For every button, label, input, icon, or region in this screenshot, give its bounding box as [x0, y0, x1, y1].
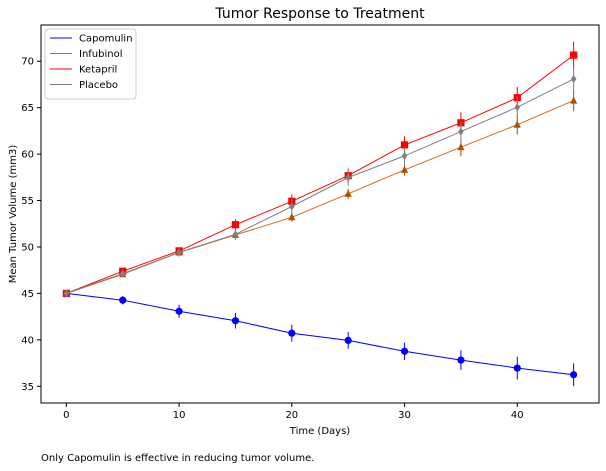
x-tick-label: 40 — [511, 410, 524, 421]
infubinol-point — [513, 120, 521, 128]
placebo-point — [570, 75, 577, 84]
ketapril-point — [570, 51, 578, 59]
ketapril-point — [231, 221, 240, 229]
y-tick-label: 60 — [21, 150, 34, 161]
y-tick-label: 40 — [21, 335, 34, 346]
capomulin-point — [119, 296, 127, 304]
legend-label-ketapril: Ketapril — [79, 65, 117, 76]
ketapril-line — [66, 54, 574, 294]
placebo-point — [458, 127, 464, 136]
y-tick-label: 55 — [21, 196, 34, 207]
capomulin-point — [175, 307, 183, 315]
placebo-point — [514, 103, 521, 112]
ketapril-series — [62, 41, 578, 298]
placebo-point — [289, 202, 295, 211]
infubinol-point — [400, 165, 409, 173]
placebo-point — [345, 173, 351, 182]
plot-frame — [40, 24, 600, 404]
y-tick-label: 50 — [21, 242, 34, 253]
x-tick-label: 0 — [63, 410, 69, 421]
capomulin-point — [400, 347, 409, 355]
capomulin-point — [570, 371, 578, 379]
legend-label-placebo: Placebo — [79, 80, 118, 91]
legend-box — [44, 28, 137, 100]
infubinol-point — [570, 96, 578, 104]
capomulin-point — [513, 364, 521, 372]
placebo-point — [176, 248, 182, 257]
legend-label-capomulin: Capomulin — [79, 34, 133, 45]
placebo-point — [63, 289, 70, 298]
x-tick-label: 10 — [173, 410, 186, 421]
capomulin-point — [288, 329, 296, 337]
x-axis-label: Time (Days) — [289, 426, 351, 437]
capomulin-series — [62, 289, 578, 387]
chart-caption: Only Capomulin is effective in reducing … — [41, 453, 315, 464]
legend-label-infubinol: Infubinol — [79, 49, 123, 60]
y-axis-label: Mean Tumor Volume (mm3) — [8, 145, 19, 284]
placebo-point — [401, 151, 408, 160]
infubinol-point — [288, 213, 296, 221]
infubinol-point — [344, 189, 352, 197]
y-tick-label: 35 — [21, 382, 34, 393]
placebo-series — [63, 66, 577, 298]
y-tick-label: 45 — [21, 289, 34, 300]
infubinol-point — [457, 143, 465, 151]
tumor-response-chart: Tumor Response to Treatment Time (Days) … — [8, 6, 600, 437]
x-tick-label: 30 — [398, 410, 411, 421]
x-tick-label: 20 — [285, 410, 298, 421]
y-tick-label: 70 — [21, 57, 34, 68]
capomulin-line — [66, 292, 574, 376]
chart-legend: Capomulin Infubinol Ketapril Placebo — [44, 28, 137, 100]
y-tick-label: 65 — [21, 103, 34, 114]
capomulin-point — [231, 317, 240, 325]
capomulin-point — [344, 336, 352, 345]
placebo-line — [66, 78, 574, 294]
chart-title: Tumor Response to Treatment — [214, 6, 425, 22]
capomulin-point — [457, 356, 465, 364]
ketapril-point — [400, 141, 409, 149]
placebo-point — [119, 269, 126, 278]
placebo-point — [232, 230, 239, 239]
